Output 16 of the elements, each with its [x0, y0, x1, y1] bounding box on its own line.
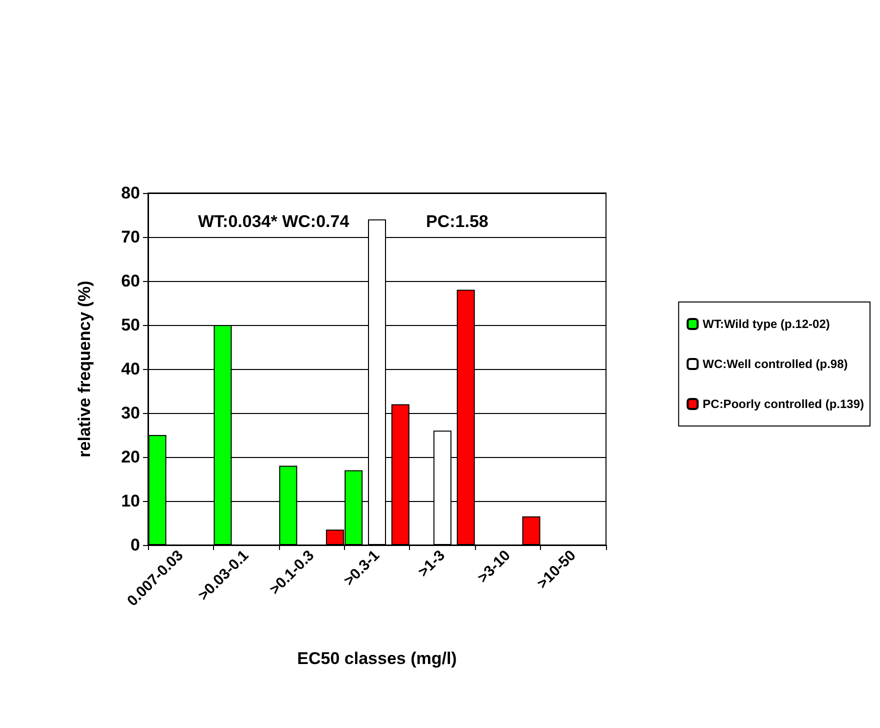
y-tick-label: 30	[121, 404, 140, 422]
y-tick-label: 20	[121, 448, 140, 466]
x-axis-title: EC50 classes (mg/l)	[297, 649, 457, 668]
y-tick-label: 10	[121, 492, 140, 510]
y-axis-title: relative frequency (%)	[75, 280, 94, 458]
y-tick-label: 80	[121, 184, 140, 202]
legend-label: PC:Poorly controlled (p.139)	[702, 397, 864, 411]
y-tick-label: 60	[121, 272, 140, 290]
legend-label: WC:Well controlled (p.98)	[702, 357, 848, 371]
y-tick-label: 40	[121, 360, 140, 378]
legend-label: WT:Wild type (p.12-02)	[702, 317, 830, 331]
y-tick-label: 70	[121, 228, 140, 246]
y-tick-label: 50	[121, 316, 140, 334]
annotation: PC:1.58	[426, 212, 488, 231]
annotation: WT:0.034* WC:0.74	[198, 212, 350, 231]
y-tick-label: 0	[130, 536, 140, 554]
